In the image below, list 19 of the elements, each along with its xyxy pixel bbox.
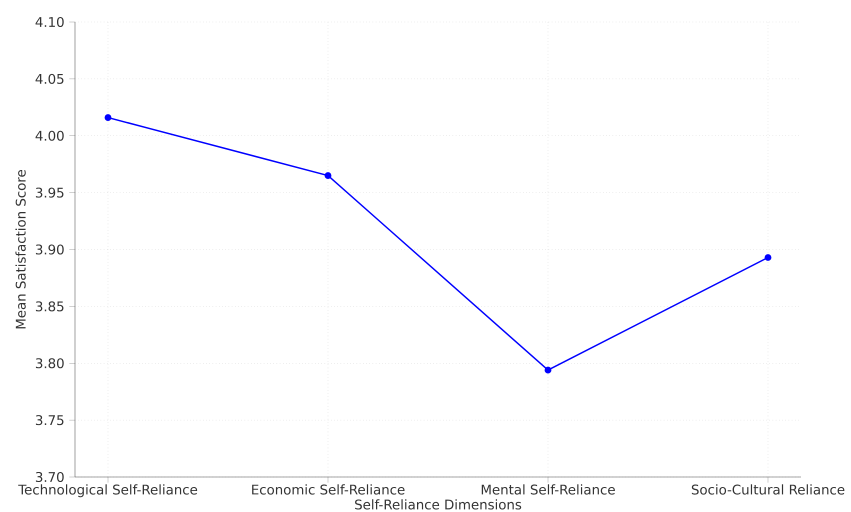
y-tick-label: 3.80 bbox=[36, 358, 64, 368]
y-tick-label: 3.70 bbox=[36, 472, 64, 482]
y-tick-label: 3.95 bbox=[36, 188, 64, 198]
y-tick-label: 3.75 bbox=[36, 415, 64, 426]
y-tick-label: 4.05 bbox=[36, 74, 64, 84]
point bbox=[324, 172, 332, 179]
point bbox=[544, 366, 552, 374]
x-tick-label: Socio-Cultural Reliance bbox=[692, 484, 844, 495]
point bbox=[764, 254, 772, 261]
point bbox=[104, 114, 112, 121]
y-tick-label: 4.10 bbox=[36, 16, 64, 28]
y-tick-label: 3.90 bbox=[36, 244, 64, 255]
y-tick-label: 4.00 bbox=[36, 130, 64, 141]
y-axis-title: Mean Satisfaction Score bbox=[15, 170, 26, 328]
y-tick-label: 3.85 bbox=[36, 301, 64, 312]
x-tick-label: Mental Self-Reliance bbox=[482, 484, 615, 495]
x-tick-label: Technological Self-Reliance bbox=[18, 484, 198, 498]
x-axis-title: Self-Reliance Dimensions bbox=[355, 499, 522, 510]
x-tick-label: Economic Self-Reliance bbox=[252, 484, 405, 495]
